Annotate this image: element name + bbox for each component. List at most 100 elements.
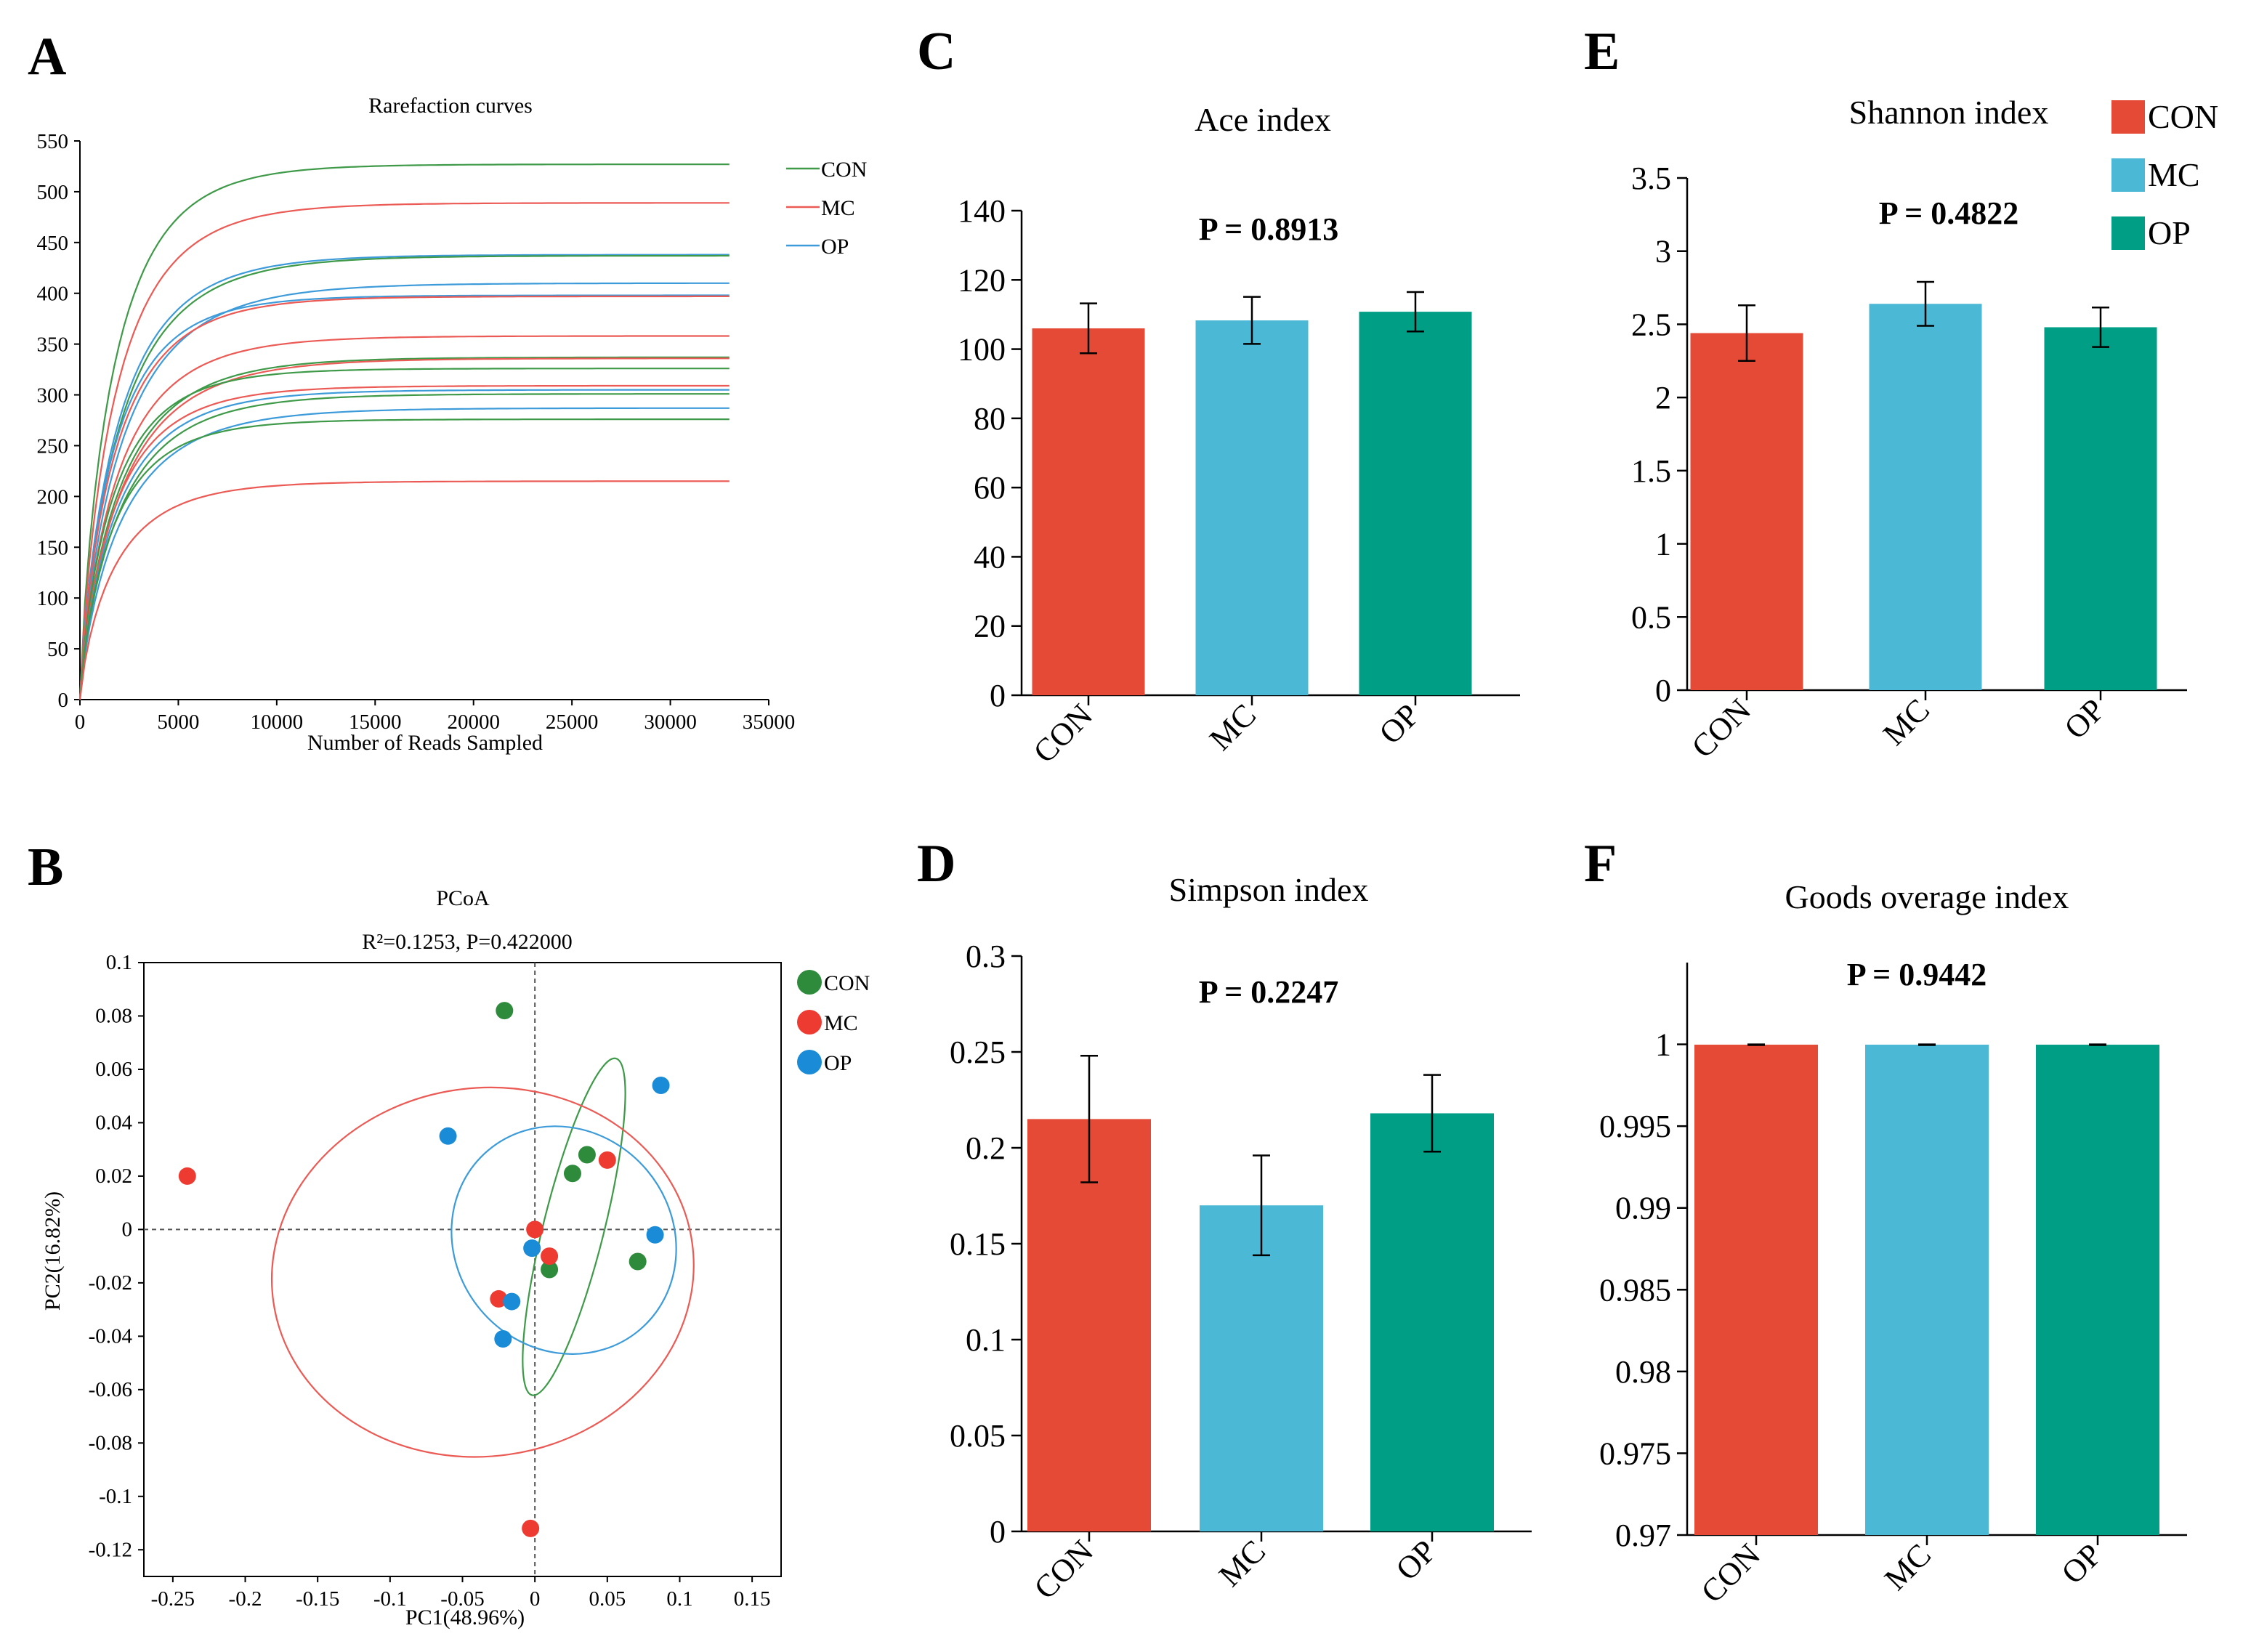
ace-y-tick-label: 40	[974, 539, 1006, 575]
pcoa-y-tick-label: -0.02	[89, 1271, 132, 1295]
goods-y-tick-label: 1	[1655, 1027, 1671, 1063]
simpson-y-tick-label: 0.15	[950, 1226, 1006, 1262]
pcoa-legend-label-con: CON	[824, 971, 870, 995]
rarefaction-legend-label-op: OP	[821, 235, 849, 259]
panel-label-f: F	[1584, 834, 1617, 894]
bar-legend-label-mc: MC	[2148, 156, 2200, 193]
shannon-chart: Shannon index 0 0.5 1 1.5 2 2.5 3 3.5 P = 0.4822…	[1631, 94, 2187, 765]
rarefaction-line-mc	[78, 384, 730, 700]
pcoa-ellipse-con	[522, 1057, 626, 1396]
rarefaction-title: Rarefaction curves	[368, 94, 533, 118]
goods-title: Goods overage index	[1785, 878, 2069, 915]
rarefaction-y-tick-label: 400	[37, 283, 69, 306]
ace-bar-op	[1359, 312, 1472, 695]
pcoa-y-tick-label: -0.12	[89, 1538, 132, 1561]
rarefaction-x-tick-label: 20000	[447, 710, 500, 734]
pcoa-y-tick-label: -0.06	[89, 1378, 132, 1401]
goods-bar-mc	[1865, 1045, 1989, 1535]
pcoa-point-op	[439, 1127, 457, 1145]
rarefaction-y-tick-label: 0	[58, 689, 69, 712]
rarefaction-line-op	[78, 254, 730, 700]
shannon-x-tick-label-mc: MC	[1876, 692, 1936, 752]
rarefaction-lines	[78, 163, 730, 700]
bar-legend-label-con: CON	[2148, 98, 2218, 135]
goods-bar-con	[1694, 1045, 1818, 1535]
simpson-x-tick-label-op: OP	[1389, 1533, 1443, 1587]
rarefaction-x-tick-label: 10000	[251, 710, 304, 734]
rarefaction-line-con	[78, 254, 730, 700]
shannon-bar-con	[1690, 333, 1803, 690]
shannon-y-tick-label: 1	[1655, 527, 1671, 562]
rarefaction-line-con	[78, 393, 730, 700]
pcoa-y-tick-label: 0	[122, 1218, 133, 1241]
shannon-y-tick-label: 3	[1655, 234, 1671, 270]
pcoa-point-op	[646, 1226, 664, 1244]
rarefaction-x-tick-label: 0	[75, 710, 86, 734]
goods-x-tick-label-con: CON	[1694, 1536, 1767, 1609]
pcoa-x-tick-label: 0.15	[734, 1587, 771, 1611]
pcoa-axes: 0.1 0.08 0.06 0.04 0.02 0 -0.02 -0.04 -0.06 -0.08…	[89, 951, 782, 1611]
ace-bar-con	[1032, 328, 1145, 695]
rarefaction-y-tick-label: 150	[37, 536, 69, 559]
goods-y-tick-label: 0.97	[1615, 1518, 1671, 1553]
goods-y-tick-label: 0.985	[1599, 1272, 1671, 1308]
rarefaction-legend-label-con: CON	[821, 158, 867, 182]
pcoa-ellipses	[270, 1057, 695, 1458]
panel-label-c: C	[917, 22, 955, 81]
simpson-x-tick-label-con: CON	[1027, 1533, 1100, 1606]
shannon-y-tick-label: 0.5	[1631, 599, 1671, 635]
rarefaction-x-tick-label: 25000	[546, 710, 599, 734]
simpson-y-tick-label: 0.3	[966, 939, 1006, 974]
simpson-title: Simpson index	[1169, 871, 1369, 908]
rarefaction-x-label: Number of Reads Sampled	[307, 731, 543, 755]
bar-legend: CON MC OP	[2111, 98, 2218, 251]
rarefaction-line-mc	[78, 202, 730, 700]
pcoa-x-tick-label: -0.25	[151, 1587, 195, 1611]
goods-y-tick-label: 0.99	[1615, 1191, 1671, 1226]
ace-y-tick-label: 20	[974, 609, 1006, 644]
pcoa-x-tick-label: 0.05	[589, 1587, 626, 1611]
pcoa-x-tick-label: -0.1	[373, 1587, 407, 1611]
pcoa-ellipse-mc	[270, 1086, 695, 1458]
rarefaction-y-tick-label: 100	[37, 587, 69, 610]
simpson-y-tick-label: 0.05	[950, 1418, 1006, 1454]
ace-x-tick-label-con: CON	[1027, 697, 1099, 769]
pcoa-point-mc	[598, 1151, 616, 1169]
goods-y-tick-label: 0.995	[1599, 1109, 1671, 1144]
pcoa-point-op	[494, 1330, 512, 1348]
bar-legend-label-op: OP	[2148, 214, 2191, 251]
pcoa-legend-dot-op	[797, 1050, 822, 1074]
pcoa-x-tick-label: -0.15	[296, 1587, 339, 1611]
panel-label-b: B	[28, 838, 63, 897]
simpson-bar-mc	[1200, 1205, 1323, 1531]
rarefaction-axes: 0 50 100 150 200 250 300 350 400 450 500 550 0 5000 10…	[37, 130, 796, 734]
ace-y-tick-label: 120	[958, 262, 1006, 298]
pcoa-y-tick-label: 0.1	[106, 951, 132, 974]
rarefaction-legend: CON MC OP	[786, 158, 867, 259]
simpson-y-tick-label: 0.1	[966, 1322, 1006, 1358]
pcoa-point-con	[629, 1252, 647, 1271]
simpson-p-value: P = 0.2247	[1199, 974, 1339, 1010]
bar-legend-swatch-con	[2111, 100, 2145, 134]
ace-title: Ace index	[1195, 101, 1331, 138]
pcoa-chart: PCoA R²=0.1253, P=0.422000 PC1(48.96%) P…	[41, 886, 870, 1629]
pcoa-y-tick-label: -0.1	[99, 1485, 132, 1508]
pcoa-x-tick-label: 0	[530, 1587, 541, 1611]
goods-x-tick-label-mc: MC	[1878, 1536, 1938, 1597]
shannon-y-tick-label: 0	[1655, 673, 1671, 708]
pcoa-y-label: PC2(16.82%)	[41, 1191, 65, 1311]
shannon-title: Shannon index	[1849, 94, 2049, 131]
simpson-x-tick-label-mc: MC	[1212, 1533, 1272, 1593]
rarefaction-line-mc	[78, 357, 730, 700]
rarefaction-y-tick-label: 450	[37, 232, 69, 255]
goods-y-tick-label: 0.975	[1599, 1436, 1671, 1471]
pcoa-y-tick-label: 0.06	[95, 1058, 132, 1081]
pcoa-x-tick-label: -0.2	[229, 1587, 262, 1611]
rarefaction-line-mc	[78, 295, 730, 700]
shannon-bar-mc	[1869, 304, 1982, 690]
pcoa-legend-label-mc: MC	[824, 1011, 858, 1035]
bar-legend-swatch-mc	[2111, 158, 2145, 192]
pcoa-point-con	[496, 1002, 514, 1020]
rarefaction-y-tick-label: 300	[37, 384, 69, 408]
ace-chart: Ace index 0 20 40 60 80 100 120 140 P = 0.8913 CO…	[958, 101, 1520, 770]
